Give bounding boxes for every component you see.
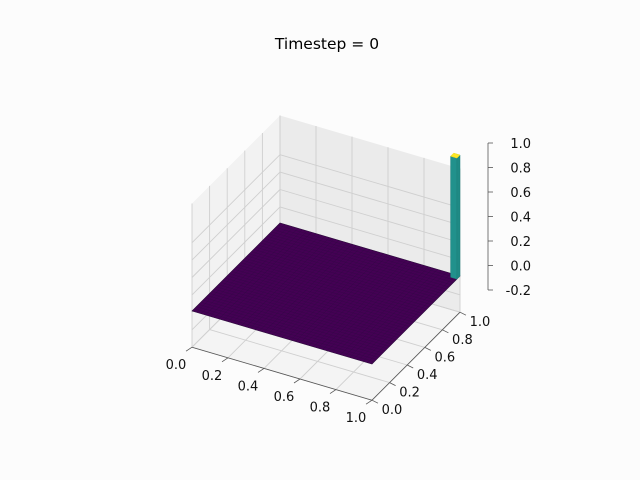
surface-mesh-line xyxy=(268,233,450,288)
surface-mesh-line xyxy=(255,247,436,301)
surface-mesh-line xyxy=(331,263,420,353)
x-tick-mark xyxy=(293,378,301,384)
surface-mesh-line xyxy=(240,262,421,316)
surface-mesh-line xyxy=(344,267,434,357)
y-tick-mark xyxy=(407,364,414,369)
y-tick-mark xyxy=(389,382,396,386)
surface-mesh-line xyxy=(266,236,447,290)
y-tick-label: 1.0 xyxy=(470,315,491,330)
surface-mesh-line xyxy=(313,258,402,347)
chart-title: Timestep = 0 xyxy=(274,35,379,53)
surface-mesh-line xyxy=(275,227,456,281)
surface-mesh-line xyxy=(317,259,407,349)
x-tick-mark xyxy=(185,346,193,352)
surface-mesh-line xyxy=(304,256,393,345)
surface-mesh-line xyxy=(277,225,458,279)
surface-mesh-line xyxy=(238,264,419,318)
surface-mesh-line xyxy=(242,260,423,314)
surface-mesh-line xyxy=(235,266,417,321)
surface-mesh-line xyxy=(322,261,411,350)
y-tick-mark xyxy=(459,311,467,316)
surface-mesh-line xyxy=(286,250,375,339)
x-tick-label: 0.0 xyxy=(166,358,187,373)
surface-mesh-line xyxy=(335,265,425,354)
z-tick-label: 1.0 xyxy=(510,137,531,152)
y-tick-mark xyxy=(371,399,379,404)
z-tick-label: 0.4 xyxy=(510,211,531,226)
x-axis-line xyxy=(191,346,373,401)
y-axis-ticks: 0.0 0.2 0.4 0.6 0.8 1.0 xyxy=(371,311,491,418)
y-tick-mark xyxy=(424,347,431,351)
wall-gridline-z xyxy=(191,206,281,296)
wall-gridline-z xyxy=(279,189,461,243)
peak-front-face xyxy=(450,155,458,280)
x-tick-mark xyxy=(221,357,229,363)
surface-mesh-line xyxy=(244,258,425,312)
x-tick-label: 0.4 xyxy=(238,379,259,394)
surface-mesh-line xyxy=(367,274,456,363)
surface-mesh-line xyxy=(349,269,438,358)
y-tick-label: 0.6 xyxy=(434,350,455,365)
surface-plot xyxy=(191,152,461,365)
z-tick-label: 0.0 xyxy=(510,260,531,275)
surface-mesh-line xyxy=(295,253,384,342)
wall-gridline-z xyxy=(279,206,461,261)
peak-side-face xyxy=(456,154,461,280)
y-tick-mark xyxy=(442,329,449,334)
surface-mesh-line xyxy=(251,251,432,305)
wall-gridline-z xyxy=(191,154,281,243)
x-tick-mark xyxy=(365,399,373,405)
x-tick-label: 1.0 xyxy=(346,411,367,426)
surface-mesh-line xyxy=(362,273,452,362)
surface-mesh-line xyxy=(308,257,398,346)
z-axis-ticks: -0.2 0.0 0.2 0.4 0.6 0.8 1.0 xyxy=(488,137,531,299)
surface-mesh-line xyxy=(326,262,416,351)
surface-mesh-line xyxy=(260,242,441,296)
surface-mesh-line xyxy=(249,253,430,307)
z-tick-label: 0.6 xyxy=(510,186,531,201)
surface-mesh-line xyxy=(353,270,443,359)
y-tick-label: 0.2 xyxy=(399,386,420,401)
y-tick-label: 0.0 xyxy=(382,403,403,418)
x-tick-mark xyxy=(329,389,337,394)
wall-gridline-z xyxy=(279,171,461,226)
x-tick-label: 0.8 xyxy=(310,401,331,416)
z-tick-label: 0.2 xyxy=(510,235,531,250)
wall-gridline-z xyxy=(191,171,281,261)
surface-mesh-line xyxy=(340,266,429,355)
surface-mesh-line xyxy=(271,231,452,285)
x-tick-label: 0.2 xyxy=(202,369,223,384)
surface-mesh-line xyxy=(299,254,389,343)
peak-top-face xyxy=(450,152,461,159)
y-tick-label: 0.4 xyxy=(417,368,438,383)
surface-mesh-line xyxy=(257,244,439,299)
y-axis-line xyxy=(371,311,461,401)
surface-mesh-line xyxy=(358,271,447,361)
wall-gridline-z xyxy=(191,189,281,278)
surface-mesh-line xyxy=(273,229,454,283)
surface-mesh-line xyxy=(264,238,445,292)
x-tick-mark xyxy=(257,368,265,373)
surface-mesh-line xyxy=(253,249,434,303)
surface-mesh-line xyxy=(246,255,428,310)
y-tick-label: 0.8 xyxy=(452,333,473,348)
z-tick-label: 0.8 xyxy=(510,162,531,177)
surface-mesh-line xyxy=(290,252,380,341)
surface-mesh-line xyxy=(262,240,443,294)
wall-gridline-z xyxy=(279,154,461,209)
x-tick-label: 0.6 xyxy=(274,390,295,405)
x-axis-ticks: 0.0 0.2 0.4 0.6 0.8 1.0 xyxy=(166,346,373,426)
z-tick-label: -0.2 xyxy=(506,284,531,299)
floor-gridline-y xyxy=(209,329,390,384)
